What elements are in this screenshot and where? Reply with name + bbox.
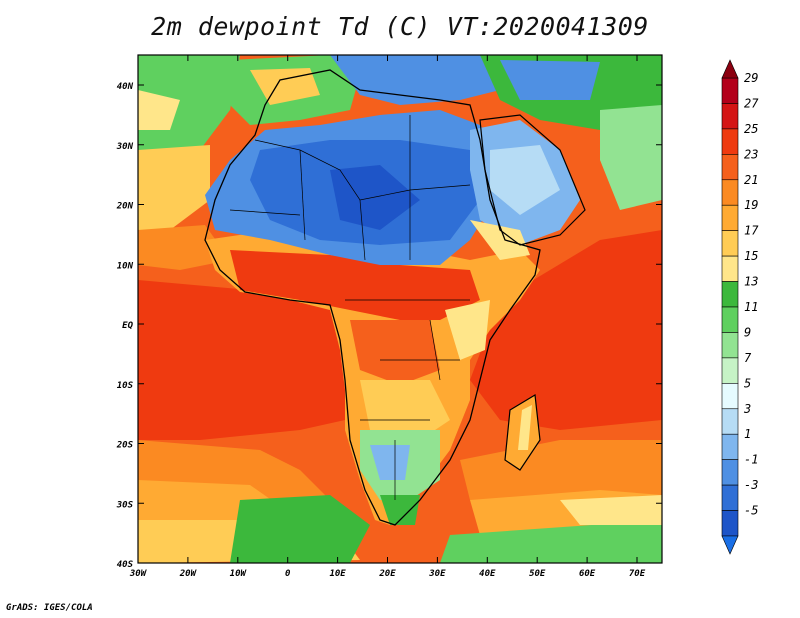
colorbar-label: 21 — [744, 173, 758, 187]
lat-label: 30N — [116, 142, 134, 152]
colorbar-label: 7 — [744, 351, 752, 365]
lon-label: 20W — [179, 569, 198, 579]
colorbar-label: 25 — [744, 122, 758, 136]
colorbar-swatch — [721, 77, 739, 104]
longitude-ticks: 30W 20W 10W 0 10E 20E 30E 40E 50E 60E 70E — [129, 55, 646, 579]
colorbar-label: 1 — [744, 427, 751, 441]
colorbar-swatch — [721, 281, 739, 308]
colorbar-swatch — [721, 306, 739, 333]
colorbar-label: 5 — [744, 376, 751, 390]
lat-label: 10S — [117, 381, 134, 391]
lon-label: 30E — [428, 569, 446, 579]
colorbar-swatch — [721, 204, 739, 231]
colorbar-top-arrow — [721, 59, 739, 79]
colorbar-label: 9 — [744, 325, 751, 339]
colorbar-swatch — [721, 459, 739, 486]
colorbar-swatch — [721, 357, 739, 384]
lon-label: 60E — [579, 569, 596, 579]
lon-label: 0 — [285, 569, 291, 579]
colorbar-swatch — [721, 103, 739, 130]
colorbar-swatch — [721, 510, 739, 537]
colorbar-label: -3 — [744, 478, 758, 492]
colorbar-label: -1 — [744, 453, 758, 467]
lon-label: 30W — [129, 569, 148, 579]
colorbar-swatch — [721, 179, 739, 206]
lon-label: 10E — [329, 569, 346, 579]
map-title: 2m dewpoint Td (C) VT:2020041309 — [151, 12, 649, 41]
colorbar-label: 13 — [744, 275, 758, 289]
lat-label: 30S — [116, 500, 134, 510]
lat-label: 20N — [116, 202, 134, 212]
map-field — [138, 55, 662, 563]
colorbar-swatch — [721, 484, 739, 511]
colorbar-label: 29 — [744, 71, 758, 85]
latitude-ticks: 40N 30N 20N 10N EQ 10S 20S 30S 40S — [116, 82, 662, 570]
lon-label: 40E — [479, 569, 496, 579]
colorbar-label: 15 — [744, 249, 758, 263]
credit-text: GrADS: IGES/COLA — [6, 603, 93, 613]
lat-label: 40N — [117, 82, 134, 92]
lat-label: EQ — [122, 321, 133, 331]
map-frame — [137, 54, 663, 564]
colorbar-label: 23 — [744, 147, 758, 161]
colorbar-swatch — [721, 332, 739, 359]
lat-label: 20S — [116, 441, 134, 451]
colorbar-swatch — [721, 408, 739, 435]
colorbar-swatch — [721, 230, 739, 257]
colorbar-bottom-arrow — [721, 535, 739, 555]
colorbar-label: -5 — [744, 504, 758, 518]
colorbar-label: 17 — [744, 224, 759, 238]
dewpoint-map: 40N 30N 20N 10N EQ 10S 20S 30S 40S 30W 20W 10W 0 10E… — [116, 54, 759, 579]
colorbar-label: 19 — [744, 198, 758, 212]
colorbar-swatch — [721, 154, 739, 181]
colorbar-swatch — [721, 383, 739, 410]
colorbar-label: 27 — [744, 96, 759, 110]
colorbar-swatch — [721, 128, 739, 155]
lon-label: 50E — [529, 569, 546, 579]
colorbar-swatch — [721, 433, 739, 460]
colorbar: 29 27 25 23 21 19 17 15 13 11 9 7 5 3 1 -1 -3 -5 — [721, 59, 759, 555]
lon-label: 20E — [378, 569, 396, 579]
colorbar-label: 11 — [744, 300, 758, 314]
lon-label: 70E — [629, 569, 646, 579]
colorbar-label: 3 — [743, 402, 751, 416]
colorbar-swatch — [721, 255, 739, 282]
lat-label: 40S — [117, 560, 134, 570]
lat-label: 10N — [117, 261, 134, 271]
lon-label: 10W — [230, 569, 248, 579]
